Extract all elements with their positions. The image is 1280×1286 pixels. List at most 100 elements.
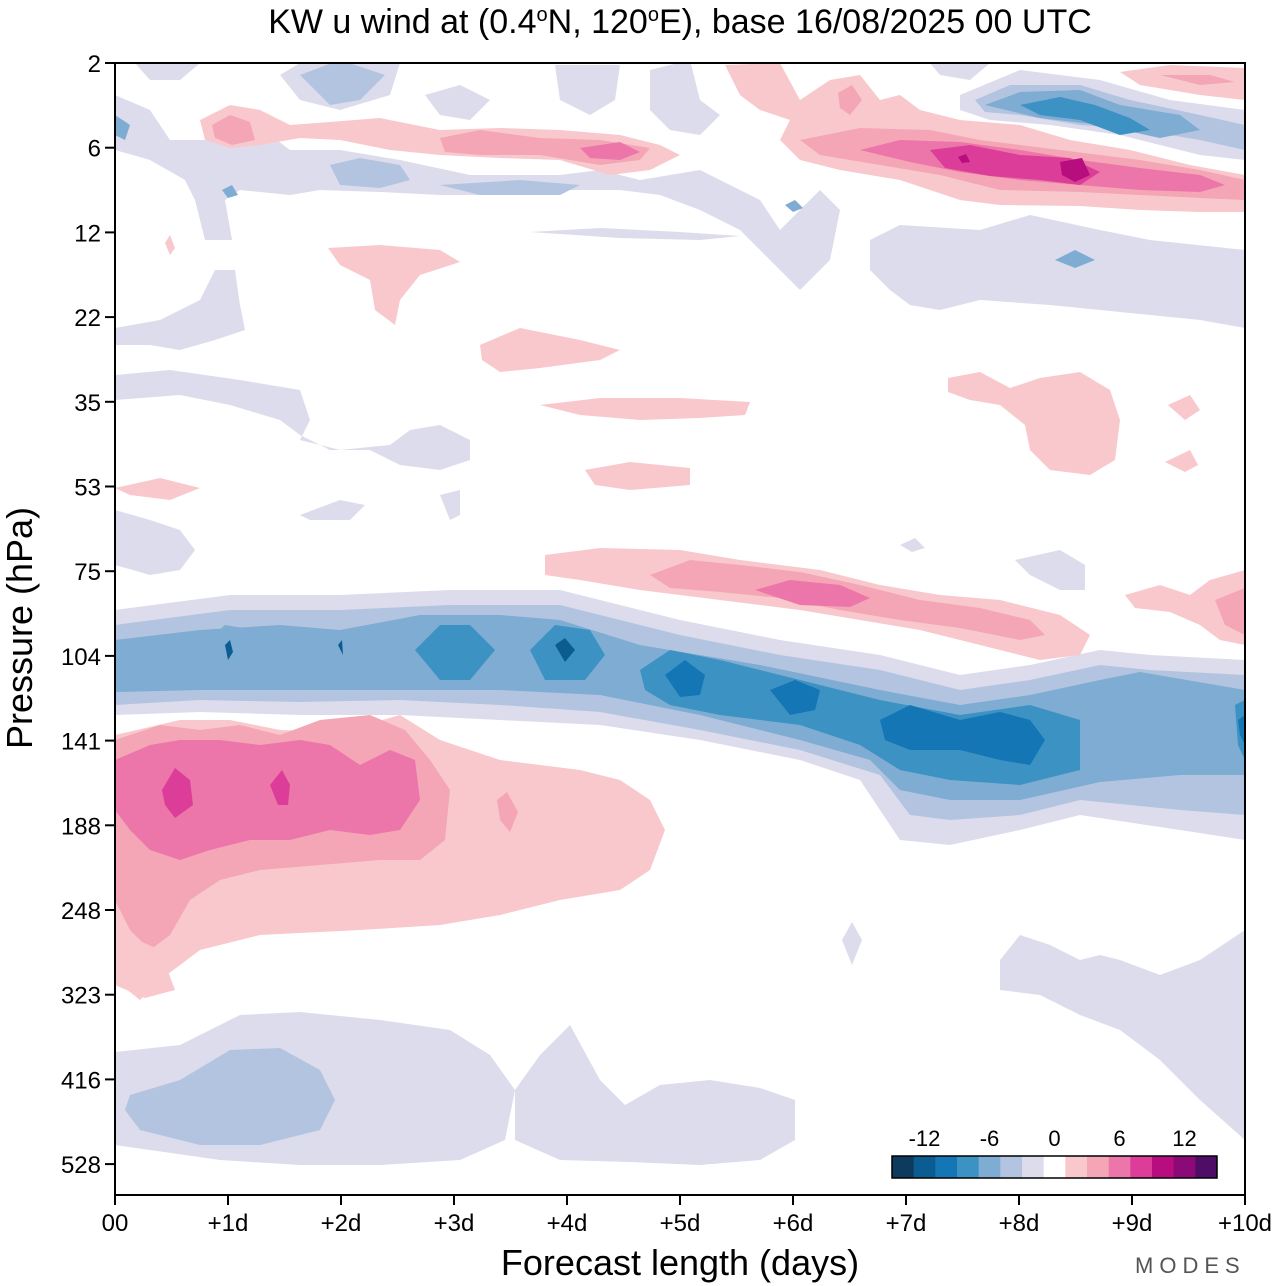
y-tick-label: 104 [61, 644, 101, 671]
colorbar-label: 12 [1172, 1126, 1196, 1151]
contour-neg-10-b3 [880, 705, 1045, 765]
contour-neg-8-b1 [415, 625, 495, 680]
contour-neg-4-low1 [125, 1048, 335, 1145]
x-tick-label: +1d [208, 1210, 249, 1237]
y-tick-label: 35 [74, 390, 101, 417]
colorbar-swatch [1000, 1156, 1023, 1178]
x-tick-label: +7d [886, 1210, 927, 1237]
contour-neg-2-top3 [555, 65, 620, 115]
contour-pos-4-right75 [1215, 588, 1245, 635]
contour-pos-2-35 [540, 398, 750, 420]
contour-pos-2-53r [1165, 450, 1198, 472]
contour-neg-2-right12 [870, 215, 1245, 328]
contour-neg-2-top5 [930, 63, 990, 80]
contour-pos-2-top-right2 [1120, 65, 1245, 100]
contour-layer [115, 63, 1245, 1165]
y-tick-label: 323 [61, 983, 101, 1010]
contour-neg-4-dot [785, 200, 803, 212]
x-axis-label: Forecast length (days) [501, 1242, 859, 1283]
colorbar-swatch [913, 1156, 936, 1178]
contour-neg-2-low4 [842, 922, 862, 965]
y-tick-label: 6 [88, 136, 101, 163]
colorbar-swatch [1173, 1156, 1196, 1178]
contour-pos-6-top-mid [580, 142, 640, 160]
y-tick-label: 188 [61, 813, 101, 840]
contour-neg-10-b4 [1238, 715, 1245, 745]
y-tick-label: 416 [61, 1067, 101, 1094]
colorbar-swatch [935, 1156, 958, 1178]
colorbar: -12 -6 0 6 12 [891, 1126, 1218, 1179]
contour-pos-2-53left [115, 478, 200, 500]
contour-pos-10-top-right2 [958, 154, 970, 163]
contour-neg-2-topleft [135, 63, 200, 80]
colorbar-swatch [1108, 1156, 1131, 1178]
contour-pos-2-12left [165, 235, 175, 255]
y-tick-label: 248 [61, 898, 101, 925]
colorbar-swatch [957, 1156, 980, 1178]
y-axis: 2 6 12 22 35 53 75 104 141 188 248 323 416 528 [61, 51, 115, 1179]
contour-pos-8-lower1 [162, 768, 193, 818]
contour-pos-8-lower2 [270, 770, 290, 805]
contour-neg-6-top2 [300, 63, 385, 105]
contour-neg-2-low3 [1000, 930, 1245, 1140]
contour-pos-2-low [115, 930, 175, 998]
contour-pos-2-12 [328, 245, 460, 325]
contour-neg-4-10 [222, 185, 238, 198]
contour-pos-6-top-right3 [1160, 174, 1200, 188]
y-tick-label: 528 [61, 1152, 101, 1179]
contour-neg-4-12 [1055, 250, 1095, 268]
colorbar-swatch [1065, 1156, 1088, 1178]
colorbar-label: 6 [1113, 1126, 1125, 1151]
chart-title: KW u wind at (0.4oN, 120oE), base 16/08/… [268, 3, 1092, 41]
contour-pos-2-35r2 [1168, 395, 1200, 420]
x-tick-label: +8d [999, 1210, 1040, 1237]
x-tick-label: +2d [321, 1210, 362, 1237]
colorbar-frame [891, 1155, 1218, 1179]
contour-neg-2-top2 [425, 85, 490, 120]
contour-neg-2-top4 [650, 63, 720, 135]
x-axis: 00 +1d +2d +3d +4d +5d +6d +7d +8d +9d +10d [102, 1195, 1272, 1237]
contour-neg-2-low2 [515, 1025, 795, 1165]
contour-neg-2-12mid [530, 228, 740, 240]
x-tick-label: +3d [434, 1210, 475, 1237]
colorbar-swatch [1152, 1156, 1175, 1178]
colorbar-swatch [1022, 1156, 1045, 1178]
y-tick-label: 141 [61, 729, 101, 756]
y-tick-label: 12 [74, 220, 101, 247]
contour-neg-12-b3 [555, 638, 575, 662]
contour-pos-2-35right [948, 372, 1120, 475]
contour-pos-2-53 [585, 462, 690, 490]
y-tick-label: 75 [74, 559, 101, 586]
colorbar-swatch [1043, 1156, 1066, 1178]
contour-neg-12-b5 [338, 640, 343, 655]
contour-neg-10-b1 [665, 660, 705, 697]
x-tick-label: +4d [547, 1210, 588, 1237]
colorbar-swatch [1130, 1156, 1153, 1178]
colorbar-swatch [978, 1156, 1001, 1178]
contour-neg-2-75right [1015, 550, 1085, 590]
colorbar-swatch [1195, 1156, 1218, 1178]
x-tick-label: +9d [1112, 1210, 1153, 1237]
x-tick-label: +6d [773, 1210, 814, 1237]
colorbar-swatch [892, 1156, 915, 1178]
contour-pos-8-top-right [930, 145, 1100, 185]
contour-pos-4-top-left [212, 115, 255, 145]
contour-pos-6-mid [755, 580, 870, 607]
contour-pos-4-top-right3 [838, 85, 862, 115]
contour-neg-2-75left [115, 510, 195, 575]
contour-neg-2-53 [300, 500, 365, 520]
contour-neg-4-8hpa [440, 180, 580, 195]
contour-pos-2-right75 [1125, 570, 1245, 645]
contour-neg-12-b4 [225, 640, 233, 660]
contour-pos-2-blip [497, 792, 518, 832]
colorbar-swatch [1087, 1156, 1110, 1178]
contour-neg-10-b2 [770, 680, 820, 715]
contour-neg-2-left22 [115, 270, 245, 350]
colorbar-label: -6 [980, 1126, 1000, 1151]
y-axis-label: Pressure (hPa) [0, 507, 40, 749]
colorbar-label: -12 [909, 1126, 941, 1151]
contour-neg-2-53b [440, 490, 460, 520]
contour-neg-2-35 [115, 370, 470, 470]
contour-pos-10-top-right [1060, 158, 1090, 182]
